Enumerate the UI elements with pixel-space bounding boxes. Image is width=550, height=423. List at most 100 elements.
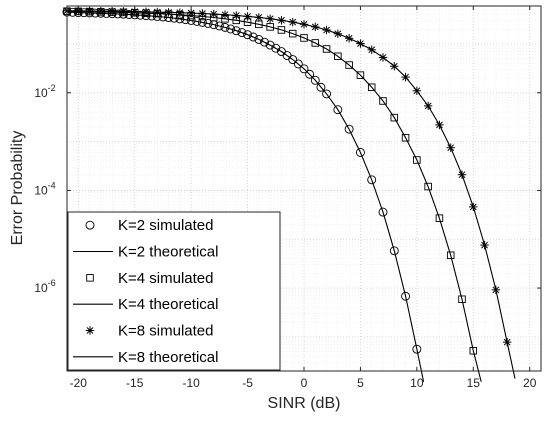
simulated-marker-k2 bbox=[248, 32, 258, 42]
simulated-marker-k8 bbox=[469, 202, 478, 212]
asterisk-stroke bbox=[334, 30, 342, 38]
simulated-marker-k4 bbox=[413, 156, 421, 164]
simulated-marker-k8 bbox=[378, 53, 388, 62]
simulated-marker-k8 bbox=[209, 9, 218, 19]
simulated-marker-k8 bbox=[412, 86, 422, 95]
asterisk-stroke bbox=[436, 121, 443, 129]
asterisk-stroke bbox=[176, 9, 184, 17]
x-tick-label: 5 bbox=[357, 376, 364, 390]
asterisk-stroke bbox=[357, 40, 364, 47]
x-tick-label: 0 bbox=[301, 376, 308, 390]
simulated-marker-k2 bbox=[344, 124, 354, 134]
simulated-marker-k2 bbox=[265, 40, 275, 50]
simulated-marker-k2 bbox=[401, 291, 411, 301]
simulated-marker-k8 bbox=[265, 14, 275, 23]
simulated-marker-k2 bbox=[389, 246, 399, 256]
simulated-marker-k2 bbox=[299, 64, 309, 74]
simulated-marker-k4 bbox=[435, 214, 444, 222]
asterisk-stroke bbox=[86, 327, 94, 334]
simulated-marker-k8 bbox=[85, 6, 94, 16]
legend-entry-label: K=4 theoretical bbox=[118, 296, 218, 313]
simulated-marker-k4 bbox=[401, 134, 410, 142]
asterisk-stroke bbox=[278, 16, 285, 24]
asterisk-stroke bbox=[86, 7, 93, 15]
simulated-marker-k8 bbox=[390, 62, 399, 71]
asterisk-stroke bbox=[187, 9, 195, 17]
asterisk-stroke bbox=[481, 241, 488, 249]
simulated-marker-k4 bbox=[334, 52, 342, 61]
simulated-marker-k2 bbox=[220, 22, 230, 32]
simulated-marker-k2 bbox=[243, 30, 253, 40]
x-tick-label: 15 bbox=[467, 376, 481, 390]
simulated-marker-k2 bbox=[288, 55, 298, 64]
simulated-marker-k8 bbox=[423, 101, 433, 111]
simulated-marker-k4 bbox=[277, 26, 286, 34]
simulated-marker-k4 bbox=[300, 34, 308, 42]
asterisk-stroke bbox=[289, 18, 297, 26]
simulated-marker-k8 bbox=[435, 120, 444, 130]
simulated-marker-k2 bbox=[214, 21, 224, 31]
x-tick-label: 10 bbox=[410, 376, 424, 390]
asterisk-stroke bbox=[108, 7, 116, 15]
x-tick-label: -20 bbox=[70, 376, 88, 390]
legend-marker bbox=[85, 220, 95, 230]
legend: K=2 simulated K=2 theoretical K=4 simulate… bbox=[67, 211, 281, 371]
simulated-marker-k4 bbox=[469, 346, 478, 355]
asterisk-stroke bbox=[424, 102, 432, 110]
axis-ticks: -20 -15 -10 -5 0 5 10 15 20 10-2 10-4 10-6 bbox=[34, 6, 541, 390]
legend-entry-label: K=2 theoretical bbox=[118, 244, 218, 261]
y-tick-label: 10-6 bbox=[34, 278, 55, 295]
simulated-marker-k8 bbox=[356, 39, 365, 48]
simulated-marker-k4 bbox=[379, 97, 387, 105]
y-tick-label: 10-4 bbox=[34, 180, 55, 197]
asterisk-stroke bbox=[131, 8, 139, 15]
simulated-marker-k8 bbox=[141, 7, 151, 17]
x-tick-label: 20 bbox=[523, 376, 537, 390]
asterisk-stroke bbox=[120, 8, 127, 15]
simulated-marker-k8 bbox=[186, 8, 196, 18]
simulated-marker-k4 bbox=[311, 39, 320, 47]
asterisk-stroke bbox=[458, 171, 466, 179]
asterisk-stroke bbox=[221, 11, 229, 19]
asterisk-stroke bbox=[503, 338, 511, 346]
simulated-marker-k8 bbox=[333, 29, 343, 38]
simulated-marker-k8 bbox=[401, 72, 410, 82]
asterisk-stroke bbox=[413, 87, 421, 95]
simulated-marker-k4 bbox=[322, 45, 331, 53]
simulated-marker-k8 bbox=[480, 240, 489, 250]
legend-marker bbox=[85, 326, 95, 335]
simulated-marker-k8 bbox=[288, 17, 297, 27]
simulated-marker-k4 bbox=[446, 251, 455, 260]
simulated-marker-k4 bbox=[424, 182, 432, 191]
x-tick-label: -5 bbox=[242, 376, 253, 390]
simulated-marker-k8 bbox=[107, 7, 117, 16]
simulated-marker-k4 bbox=[288, 29, 297, 38]
simulated-marker-k8 bbox=[96, 6, 106, 16]
asterisk-stroke bbox=[300, 20, 308, 28]
simulated-marker-k8 bbox=[311, 22, 320, 32]
asterisk-stroke bbox=[345, 34, 353, 42]
simulated-marker-k8 bbox=[198, 9, 207, 18]
y-axis-label: Error Probability bbox=[9, 131, 26, 246]
legend-entry-label: K=4 simulated bbox=[118, 270, 213, 287]
asterisk-stroke bbox=[244, 12, 251, 20]
simulated-marker-k2 bbox=[333, 105, 343, 115]
simulated-marker-k8 bbox=[299, 20, 309, 29]
asterisk-stroke bbox=[210, 10, 218, 18]
legend-entry-label: K=8 theoretical bbox=[118, 349, 218, 366]
simulated-marker-k2 bbox=[293, 59, 303, 69]
asterisk-stroke bbox=[469, 203, 477, 211]
asterisk-stroke bbox=[390, 62, 398, 70]
asterisk-stroke bbox=[199, 10, 206, 17]
simulated-marker-k2 bbox=[203, 19, 213, 28]
simulated-marker-k2 bbox=[322, 89, 332, 99]
simulated-marker-k8 bbox=[175, 8, 185, 17]
simulated-marker-k2 bbox=[254, 34, 264, 44]
simulated-marker-k2 bbox=[113, 9, 123, 19]
simulated-markers bbox=[62, 6, 512, 355]
asterisk-stroke bbox=[402, 73, 409, 81]
simulated-marker-k8 bbox=[457, 170, 467, 179]
asterisk-stroke bbox=[447, 144, 455, 152]
simulated-marker-k4 bbox=[367, 83, 376, 91]
simulated-marker-k2 bbox=[197, 17, 207, 27]
